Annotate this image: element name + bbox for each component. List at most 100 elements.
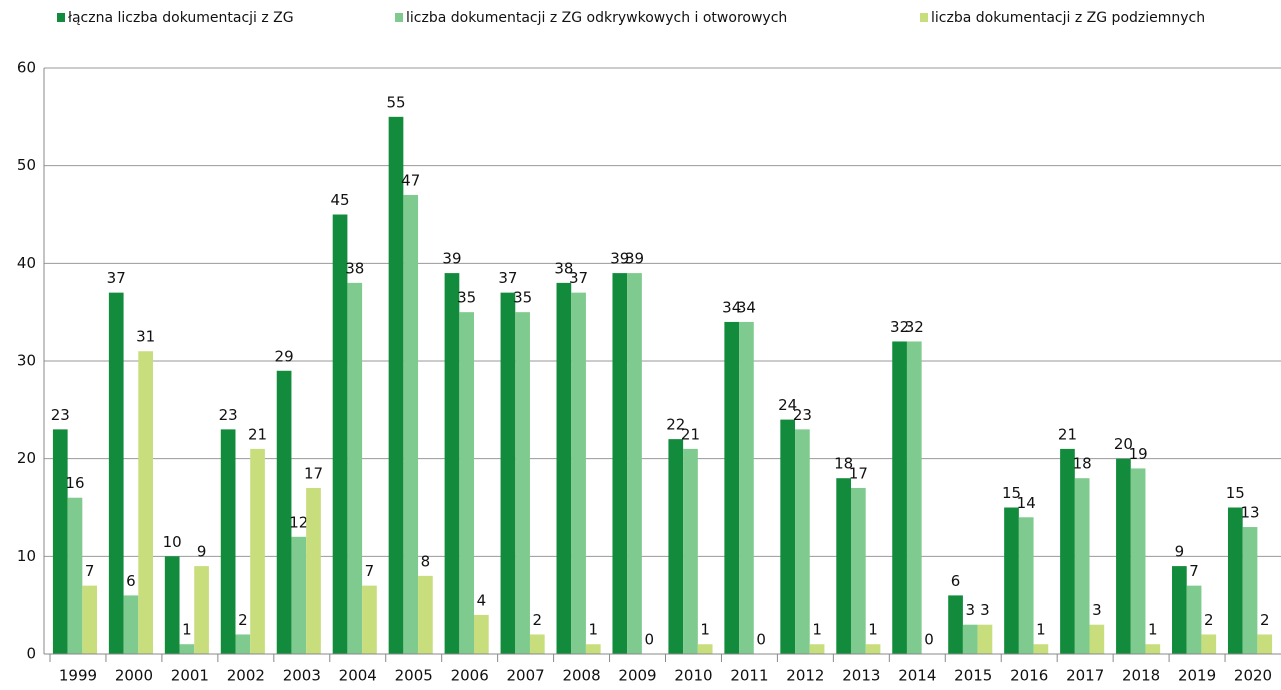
value-label: 17: [849, 464, 868, 482]
value-label: 6: [951, 572, 961, 590]
bar: [515, 312, 530, 654]
value-label: 37: [498, 269, 517, 287]
value-label: 16: [65, 474, 84, 492]
value-label: 38: [345, 259, 364, 277]
value-label: 23: [793, 406, 812, 424]
x-tick-label: 2004: [339, 667, 377, 685]
bar: [1242, 527, 1258, 654]
bar: [1116, 458, 1131, 654]
value-label: 22: [666, 416, 685, 434]
x-tick-label: 2000: [115, 667, 153, 685]
value-label: 2: [1204, 611, 1214, 629]
bar: [52, 429, 68, 654]
bar: [683, 448, 698, 654]
value-label: 23: [51, 406, 70, 424]
bar: [1172, 566, 1187, 654]
bar: [235, 634, 251, 654]
bar: [459, 312, 475, 654]
legend-label: łączna liczba dokumentacji z ZG: [68, 10, 294, 26]
value-label: 4: [477, 591, 487, 609]
value-label: 13: [1240, 504, 1259, 522]
value-label: 0: [644, 631, 654, 649]
x-tick-label: 2011: [730, 667, 768, 685]
bar: [865, 644, 881, 654]
bar: [906, 341, 922, 654]
y-tick-label: 20: [17, 449, 36, 467]
value-label: 0: [756, 631, 766, 649]
y-tick-label: 60: [17, 59, 36, 77]
bar: [179, 644, 195, 654]
value-label: 1: [700, 621, 710, 639]
value-label: 47: [401, 171, 420, 189]
x-tick-label: 2015: [954, 667, 992, 685]
value-label: 14: [1017, 494, 1036, 512]
value-label: 3: [965, 601, 975, 619]
bar: [668, 439, 684, 654]
value-label: 1: [1148, 621, 1158, 639]
bar: [780, 419, 796, 654]
value-label: 31: [136, 328, 155, 346]
value-label: 10: [163, 533, 182, 551]
value-label: 32: [905, 318, 924, 336]
bar: [529, 634, 545, 654]
bar: [795, 429, 810, 654]
bar: [108, 292, 124, 654]
bar: [444, 273, 460, 654]
x-tick-label: 2007: [507, 667, 545, 685]
bar: [739, 321, 754, 654]
bar: [220, 429, 236, 654]
value-label: 38: [554, 259, 573, 277]
bar: [1018, 517, 1034, 654]
value-label: 1: [868, 621, 878, 639]
value-label: 37: [569, 269, 588, 287]
bar: [1186, 585, 1202, 654]
bar: [347, 282, 363, 654]
value-label: 0: [924, 631, 934, 649]
value-label: 2: [533, 611, 543, 629]
value-label: 32: [890, 318, 909, 336]
bar: [82, 585, 98, 654]
value-label: 1: [182, 621, 192, 639]
value-label: 8: [421, 552, 431, 570]
value-label: 1: [812, 621, 822, 639]
bar: [474, 614, 489, 654]
bar: [627, 273, 642, 654]
bar: [418, 575, 433, 654]
value-label: 18: [834, 455, 853, 473]
value-label: 17: [304, 464, 323, 482]
value-label: 37: [107, 269, 126, 287]
legend-label: liczba dokumentacji z ZG odkrywkowych i …: [406, 10, 787, 26]
bar: [556, 282, 572, 654]
bar: [571, 292, 586, 654]
bar: [1257, 634, 1273, 654]
bar: [962, 624, 978, 654]
x-tick-label: 2001: [171, 667, 209, 685]
legend-swatch: [395, 13, 403, 22]
x-tick-label: 1999: [59, 667, 97, 685]
x-tick-label: 2013: [842, 667, 880, 685]
legend-swatch: [57, 13, 65, 22]
bar: [138, 351, 153, 654]
y-tick-label: 40: [17, 254, 36, 272]
value-label: 2: [238, 611, 248, 629]
value-label: 55: [386, 93, 405, 111]
x-tick-label: 2002: [227, 667, 265, 685]
bar: [291, 536, 307, 654]
y-tick-label: 0: [26, 645, 36, 663]
value-label: 34: [722, 298, 741, 316]
value-label: 20: [1114, 435, 1133, 453]
x-tick-label: 2017: [1066, 667, 1104, 685]
value-label: 35: [457, 289, 476, 307]
bar: [1201, 634, 1217, 654]
y-tick-label: 30: [17, 352, 36, 370]
bar: [977, 624, 993, 654]
value-label: 24: [778, 396, 797, 414]
value-label: 3: [1092, 601, 1102, 619]
value-label: 19: [1129, 445, 1148, 463]
value-label: 7: [1189, 562, 1199, 580]
value-label: 15: [1226, 484, 1245, 502]
bar: [1074, 478, 1090, 654]
bar: [948, 595, 963, 654]
value-label: 9: [197, 543, 207, 561]
bar: [250, 448, 265, 654]
